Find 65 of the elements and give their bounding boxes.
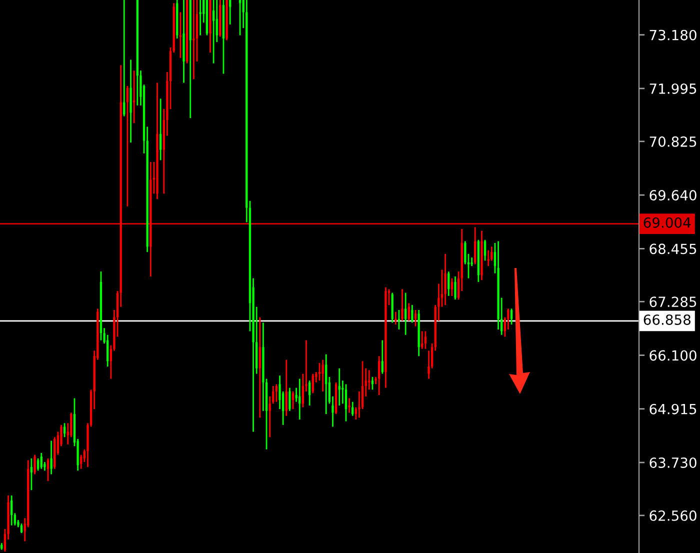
ref-line-label: 69.004 (644, 217, 691, 228)
candlestick (454, 276, 456, 300)
candlestick (308, 380, 311, 406)
candlestick (474, 226, 476, 265)
candlestick (510, 308, 513, 326)
candlestick (63, 422, 66, 438)
candlestick (371, 376, 374, 390)
candlestick (368, 369, 370, 390)
candlestick (258, 316, 261, 418)
candlestick (212, 0, 215, 64)
candlestick (404, 292, 407, 336)
candlestick (352, 401, 354, 417)
candlestick (484, 239, 486, 262)
candlestick (318, 362, 321, 382)
candlestick (398, 309, 400, 330)
candlestick (325, 354, 328, 415)
candlestick (40, 452, 42, 470)
candlestick (394, 311, 397, 326)
candlestick (401, 288, 404, 322)
candlestick (298, 378, 301, 420)
y-tick-label: 62.560 (650, 510, 696, 521)
candlestick (450, 278, 454, 297)
candlestick (50, 440, 52, 475)
candlestick (348, 398, 350, 414)
ref-line-label: 66.858 (644, 314, 690, 325)
candlestick (414, 309, 417, 327)
candlestick (292, 390, 294, 410)
candlestick (448, 270, 450, 297)
y-tick-label: 68.455 (650, 244, 696, 254)
candlestick (424, 330, 427, 350)
y-tick-label: 70.825 (650, 136, 696, 147)
candlestick (229, 0, 232, 26)
candlestick (411, 304, 414, 324)
candlestick (20, 522, 23, 534)
y-tick-label: 71.995 (650, 83, 696, 94)
y-tick-label: 66.100 (650, 350, 696, 361)
y-tick-label: 63.730 (650, 457, 696, 468)
candlestick (275, 384, 278, 403)
candlestick (160, 98, 162, 161)
candlestick (216, 0, 218, 43)
candlestick (444, 253, 446, 306)
candlestick (268, 396, 271, 438)
candlestick (34, 454, 36, 475)
candlestick (133, 70, 136, 124)
candlestick (338, 368, 340, 406)
candlestick (344, 384, 348, 422)
candlestick (408, 302, 410, 322)
candlestick (312, 373, 314, 394)
candlestick (126, 85, 129, 208)
candlestick (30, 458, 33, 491)
candlestick (46, 458, 50, 482)
candlestick (192, 0, 195, 80)
candlestick (123, 0, 126, 117)
candlestick (421, 330, 424, 350)
y-tick-label: 69.640 (650, 190, 696, 201)
candlestick (10, 494, 13, 526)
candlestick (322, 359, 324, 392)
y-tick-label: 67.285 (650, 296, 696, 308)
y-tick-label: 64.915 (650, 404, 696, 414)
y-tick-label: 73.180 (650, 30, 696, 40)
candlestick (288, 387, 291, 412)
candlestick (285, 359, 288, 417)
candlestick (378, 355, 380, 396)
candlestick (199, 0, 202, 36)
candlestick (381, 340, 384, 374)
